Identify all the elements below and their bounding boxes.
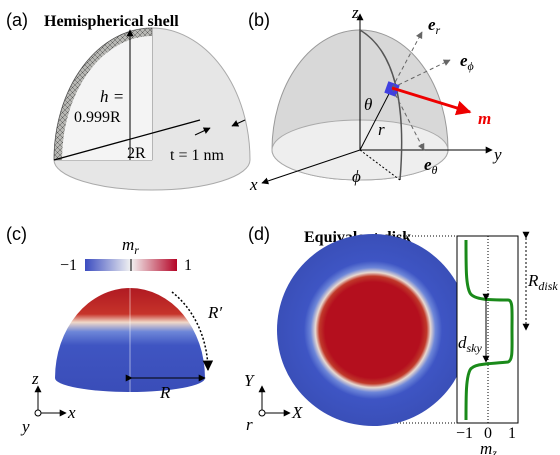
colorbar-title: mr bbox=[122, 235, 139, 257]
arc-label: R′ bbox=[207, 303, 222, 322]
base: R bbox=[527, 271, 539, 290]
panel-title: Hemispherical shell bbox=[44, 13, 179, 30]
origin bbox=[35, 410, 41, 416]
axis-label: z bbox=[351, 3, 359, 22]
moment-label: m bbox=[478, 109, 491, 128]
er-label: er bbox=[428, 15, 441, 37]
sub: sky bbox=[467, 341, 483, 355]
base: m bbox=[122, 235, 134, 254]
radius-label: R bbox=[159, 383, 171, 402]
axis-label: z bbox=[31, 369, 39, 388]
theta-label: θ bbox=[364, 95, 372, 114]
thickness-label: t = 1 nm bbox=[170, 147, 224, 164]
panel-a: (a) Hemispherical shell h = 0.999R 2R t … bbox=[6, 10, 250, 190]
base: m bbox=[480, 439, 492, 455]
panel-c: (c) mr −1 1 R′ R z y x bbox=[6, 224, 222, 436]
colorbar-tick-label: −1 bbox=[60, 257, 77, 274]
sub: z bbox=[491, 446, 497, 455]
disk bbox=[277, 234, 469, 426]
sub: disk bbox=[538, 279, 558, 293]
panel-d: (d) Equivalent disk Rdisk dsky −1 0 1 mz… bbox=[244, 224, 558, 455]
height-value: 0.999R bbox=[74, 109, 121, 126]
sub: r bbox=[436, 23, 441, 37]
origin bbox=[259, 410, 265, 416]
axis-label: x bbox=[249, 175, 258, 194]
height-label: h = bbox=[100, 87, 124, 106]
sub: ϕ bbox=[468, 59, 474, 73]
phi-label: ϕ bbox=[352, 167, 361, 186]
axis-label: y bbox=[492, 145, 502, 164]
body: {"panel_a":{"label":"(a)","title":"Hemis… bbox=[0, 0, 560, 455]
figure: (a) Hemispherical shell h = 0.999R 2R t … bbox=[0, 0, 560, 455]
diameter-label: 2R bbox=[127, 145, 146, 162]
axis-label: y bbox=[20, 417, 30, 436]
rdisk-label: Rdisk bbox=[527, 271, 558, 293]
profile-label: mz bbox=[480, 439, 497, 455]
axis-label: Y bbox=[244, 371, 255, 390]
sub: θ bbox=[432, 163, 438, 177]
panel-label: (d) bbox=[248, 224, 270, 244]
panel-label: (a) bbox=[6, 10, 28, 30]
ephi-label: eϕ bbox=[460, 51, 474, 73]
profile-tick: 1 bbox=[508, 425, 516, 442]
profile-tick: −1 bbox=[456, 425, 473, 442]
panel-label: (c) bbox=[6, 224, 27, 244]
axis-label: r bbox=[246, 415, 253, 434]
r-label: r bbox=[378, 120, 385, 139]
axis-label: x bbox=[67, 403, 76, 422]
colorbar-tick-label: 1 bbox=[184, 257, 192, 274]
axis-label: X bbox=[291, 403, 303, 422]
panel-b: (b) z y x er eϕ eθ m θ r ϕ bbox=[248, 3, 502, 194]
panel-label: (b) bbox=[248, 10, 270, 30]
sub: r bbox=[134, 243, 139, 257]
page: body{margin:0;width:560px;height:455px;o… bbox=[0, 0, 560, 455]
